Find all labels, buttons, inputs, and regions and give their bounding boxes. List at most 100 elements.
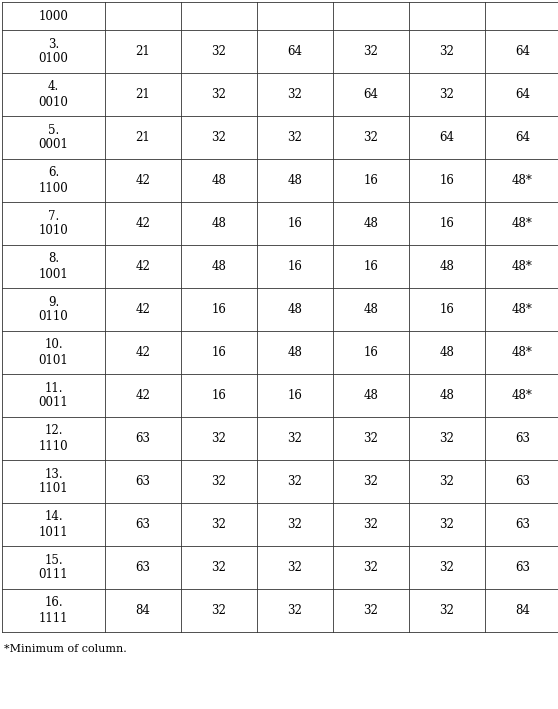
Text: 32: 32 bbox=[287, 131, 302, 144]
Text: 48: 48 bbox=[364, 217, 378, 230]
Text: 21: 21 bbox=[136, 131, 150, 144]
Text: 63: 63 bbox=[515, 518, 530, 531]
Text: 16: 16 bbox=[440, 303, 454, 316]
Text: 48*: 48* bbox=[512, 389, 533, 402]
Text: 48*: 48* bbox=[512, 346, 533, 359]
Text: 64: 64 bbox=[440, 131, 455, 144]
Text: 64: 64 bbox=[515, 88, 530, 101]
Text: 32: 32 bbox=[440, 561, 454, 574]
Text: 32: 32 bbox=[287, 475, 302, 488]
Text: 16: 16 bbox=[364, 346, 378, 359]
Text: 32: 32 bbox=[211, 518, 227, 531]
Text: 16: 16 bbox=[440, 217, 454, 230]
Text: 32: 32 bbox=[440, 45, 454, 58]
Text: 64: 64 bbox=[363, 88, 378, 101]
Text: 32: 32 bbox=[364, 45, 378, 58]
Text: 48: 48 bbox=[287, 346, 302, 359]
Text: 16: 16 bbox=[287, 260, 302, 273]
Text: 48*: 48* bbox=[512, 174, 533, 187]
Text: 48*: 48* bbox=[512, 217, 533, 230]
Text: 32: 32 bbox=[211, 475, 227, 488]
Text: 48: 48 bbox=[211, 260, 227, 273]
Text: 32: 32 bbox=[287, 604, 302, 617]
Text: 48*: 48* bbox=[512, 303, 533, 316]
Text: 32: 32 bbox=[211, 45, 227, 58]
Text: 48: 48 bbox=[287, 174, 302, 187]
Text: 48*: 48* bbox=[512, 260, 533, 273]
Text: 16: 16 bbox=[287, 389, 302, 402]
Text: 48: 48 bbox=[287, 303, 302, 316]
Text: 32: 32 bbox=[287, 561, 302, 574]
Text: 8.
1001: 8. 1001 bbox=[39, 252, 69, 281]
Text: 32: 32 bbox=[287, 432, 302, 445]
Text: 16: 16 bbox=[364, 260, 378, 273]
Text: 42: 42 bbox=[136, 217, 151, 230]
Text: 32: 32 bbox=[364, 475, 378, 488]
Text: 32: 32 bbox=[287, 88, 302, 101]
Text: 16.
1111: 16. 1111 bbox=[39, 596, 68, 625]
Text: 9.
0110: 9. 0110 bbox=[39, 296, 69, 323]
Text: 32: 32 bbox=[440, 88, 454, 101]
Text: 32: 32 bbox=[440, 432, 454, 445]
Text: 11.
0011: 11. 0011 bbox=[39, 381, 69, 410]
Text: 64: 64 bbox=[287, 45, 302, 58]
Text: 84: 84 bbox=[515, 604, 530, 617]
Text: 32: 32 bbox=[364, 131, 378, 144]
Text: 42: 42 bbox=[136, 260, 151, 273]
Text: 32: 32 bbox=[364, 561, 378, 574]
Text: 64: 64 bbox=[515, 45, 530, 58]
Text: 42: 42 bbox=[136, 174, 151, 187]
Text: 63: 63 bbox=[515, 475, 530, 488]
Text: 16: 16 bbox=[211, 389, 227, 402]
Text: 32: 32 bbox=[364, 518, 378, 531]
Text: 32: 32 bbox=[440, 518, 454, 531]
Text: 16: 16 bbox=[440, 174, 454, 187]
Text: 15.
0111: 15. 0111 bbox=[39, 554, 68, 581]
Text: 16: 16 bbox=[364, 174, 378, 187]
Text: 32: 32 bbox=[211, 131, 227, 144]
Text: 48: 48 bbox=[440, 260, 454, 273]
Text: 32: 32 bbox=[211, 561, 227, 574]
Text: 48: 48 bbox=[440, 389, 454, 402]
Text: 32: 32 bbox=[440, 475, 454, 488]
Text: 63: 63 bbox=[136, 432, 151, 445]
Text: 3.
0100: 3. 0100 bbox=[39, 38, 69, 65]
Text: 42: 42 bbox=[136, 346, 151, 359]
Text: 32: 32 bbox=[211, 604, 227, 617]
Text: 63: 63 bbox=[515, 561, 530, 574]
Text: 32: 32 bbox=[364, 604, 378, 617]
Text: 64: 64 bbox=[515, 131, 530, 144]
Text: 4.
0010: 4. 0010 bbox=[39, 81, 69, 108]
Text: 63: 63 bbox=[515, 432, 530, 445]
Text: 13.
1101: 13. 1101 bbox=[39, 467, 68, 496]
Text: 6.
1100: 6. 1100 bbox=[39, 167, 69, 194]
Text: 48: 48 bbox=[211, 217, 227, 230]
Text: 21: 21 bbox=[136, 45, 150, 58]
Text: 32: 32 bbox=[364, 432, 378, 445]
Text: 1000: 1000 bbox=[39, 9, 69, 23]
Text: 63: 63 bbox=[136, 518, 151, 531]
Text: 48: 48 bbox=[364, 389, 378, 402]
Text: 48: 48 bbox=[440, 346, 454, 359]
Text: 32: 32 bbox=[440, 604, 454, 617]
Text: *Minimum of column.: *Minimum of column. bbox=[4, 644, 127, 654]
Text: 21: 21 bbox=[136, 88, 150, 101]
Text: 7.
1010: 7. 1010 bbox=[39, 209, 69, 238]
Text: 5.
0001: 5. 0001 bbox=[39, 123, 69, 152]
Text: 12.
1110: 12. 1110 bbox=[39, 425, 68, 452]
Text: 48: 48 bbox=[211, 174, 227, 187]
Text: 16: 16 bbox=[211, 303, 227, 316]
Text: 48: 48 bbox=[364, 303, 378, 316]
Text: 32: 32 bbox=[211, 88, 227, 101]
Text: 16: 16 bbox=[287, 217, 302, 230]
Text: 42: 42 bbox=[136, 303, 151, 316]
Text: 32: 32 bbox=[287, 518, 302, 531]
Text: 16: 16 bbox=[211, 346, 227, 359]
Text: 32: 32 bbox=[211, 432, 227, 445]
Text: 84: 84 bbox=[136, 604, 151, 617]
Text: 63: 63 bbox=[136, 475, 151, 488]
Text: 63: 63 bbox=[136, 561, 151, 574]
Text: 42: 42 bbox=[136, 389, 151, 402]
Text: 10.
0101: 10. 0101 bbox=[39, 338, 69, 367]
Text: 14.
1011: 14. 1011 bbox=[39, 510, 68, 539]
